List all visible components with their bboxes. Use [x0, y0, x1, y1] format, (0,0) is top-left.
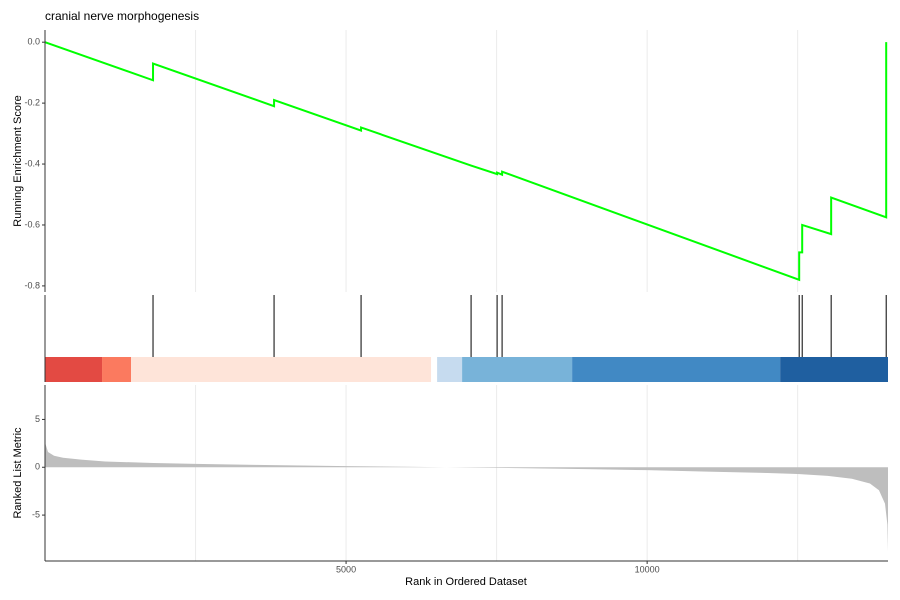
- y-tick-label: 0: [35, 462, 40, 472]
- color-band: [131, 357, 432, 382]
- color-band: [102, 357, 132, 382]
- x-tick-label: 5000: [336, 564, 356, 574]
- color-band: [45, 357, 103, 382]
- y-axis-title: Ranked List Metric: [12, 427, 24, 519]
- y-tick-label: -5: [32, 509, 40, 519]
- color-band: [431, 357, 438, 382]
- es-line: [44, 41, 888, 282]
- y-tick-label: -0.4: [24, 158, 40, 168]
- chart-title: cranial nerve morphogenesis: [45, 9, 199, 23]
- metric-area: [45, 442, 888, 552]
- color-band: [780, 357, 888, 382]
- x-tick-label: 10000: [635, 564, 660, 574]
- y-tick-label: 0.0: [27, 37, 40, 47]
- y-tick-label: 5: [35, 414, 40, 424]
- y-tick-label: -0.2: [24, 97, 40, 107]
- y-tick-label: -0.8: [24, 280, 40, 290]
- x-axis-title: Rank in Ordered Dataset: [405, 576, 527, 588]
- color-band: [462, 357, 573, 382]
- color-band: [437, 357, 463, 382]
- y-axis-title: Running Enrichment Score: [12, 95, 24, 226]
- color-band: [572, 357, 781, 382]
- y-tick-label: -0.6: [24, 219, 40, 229]
